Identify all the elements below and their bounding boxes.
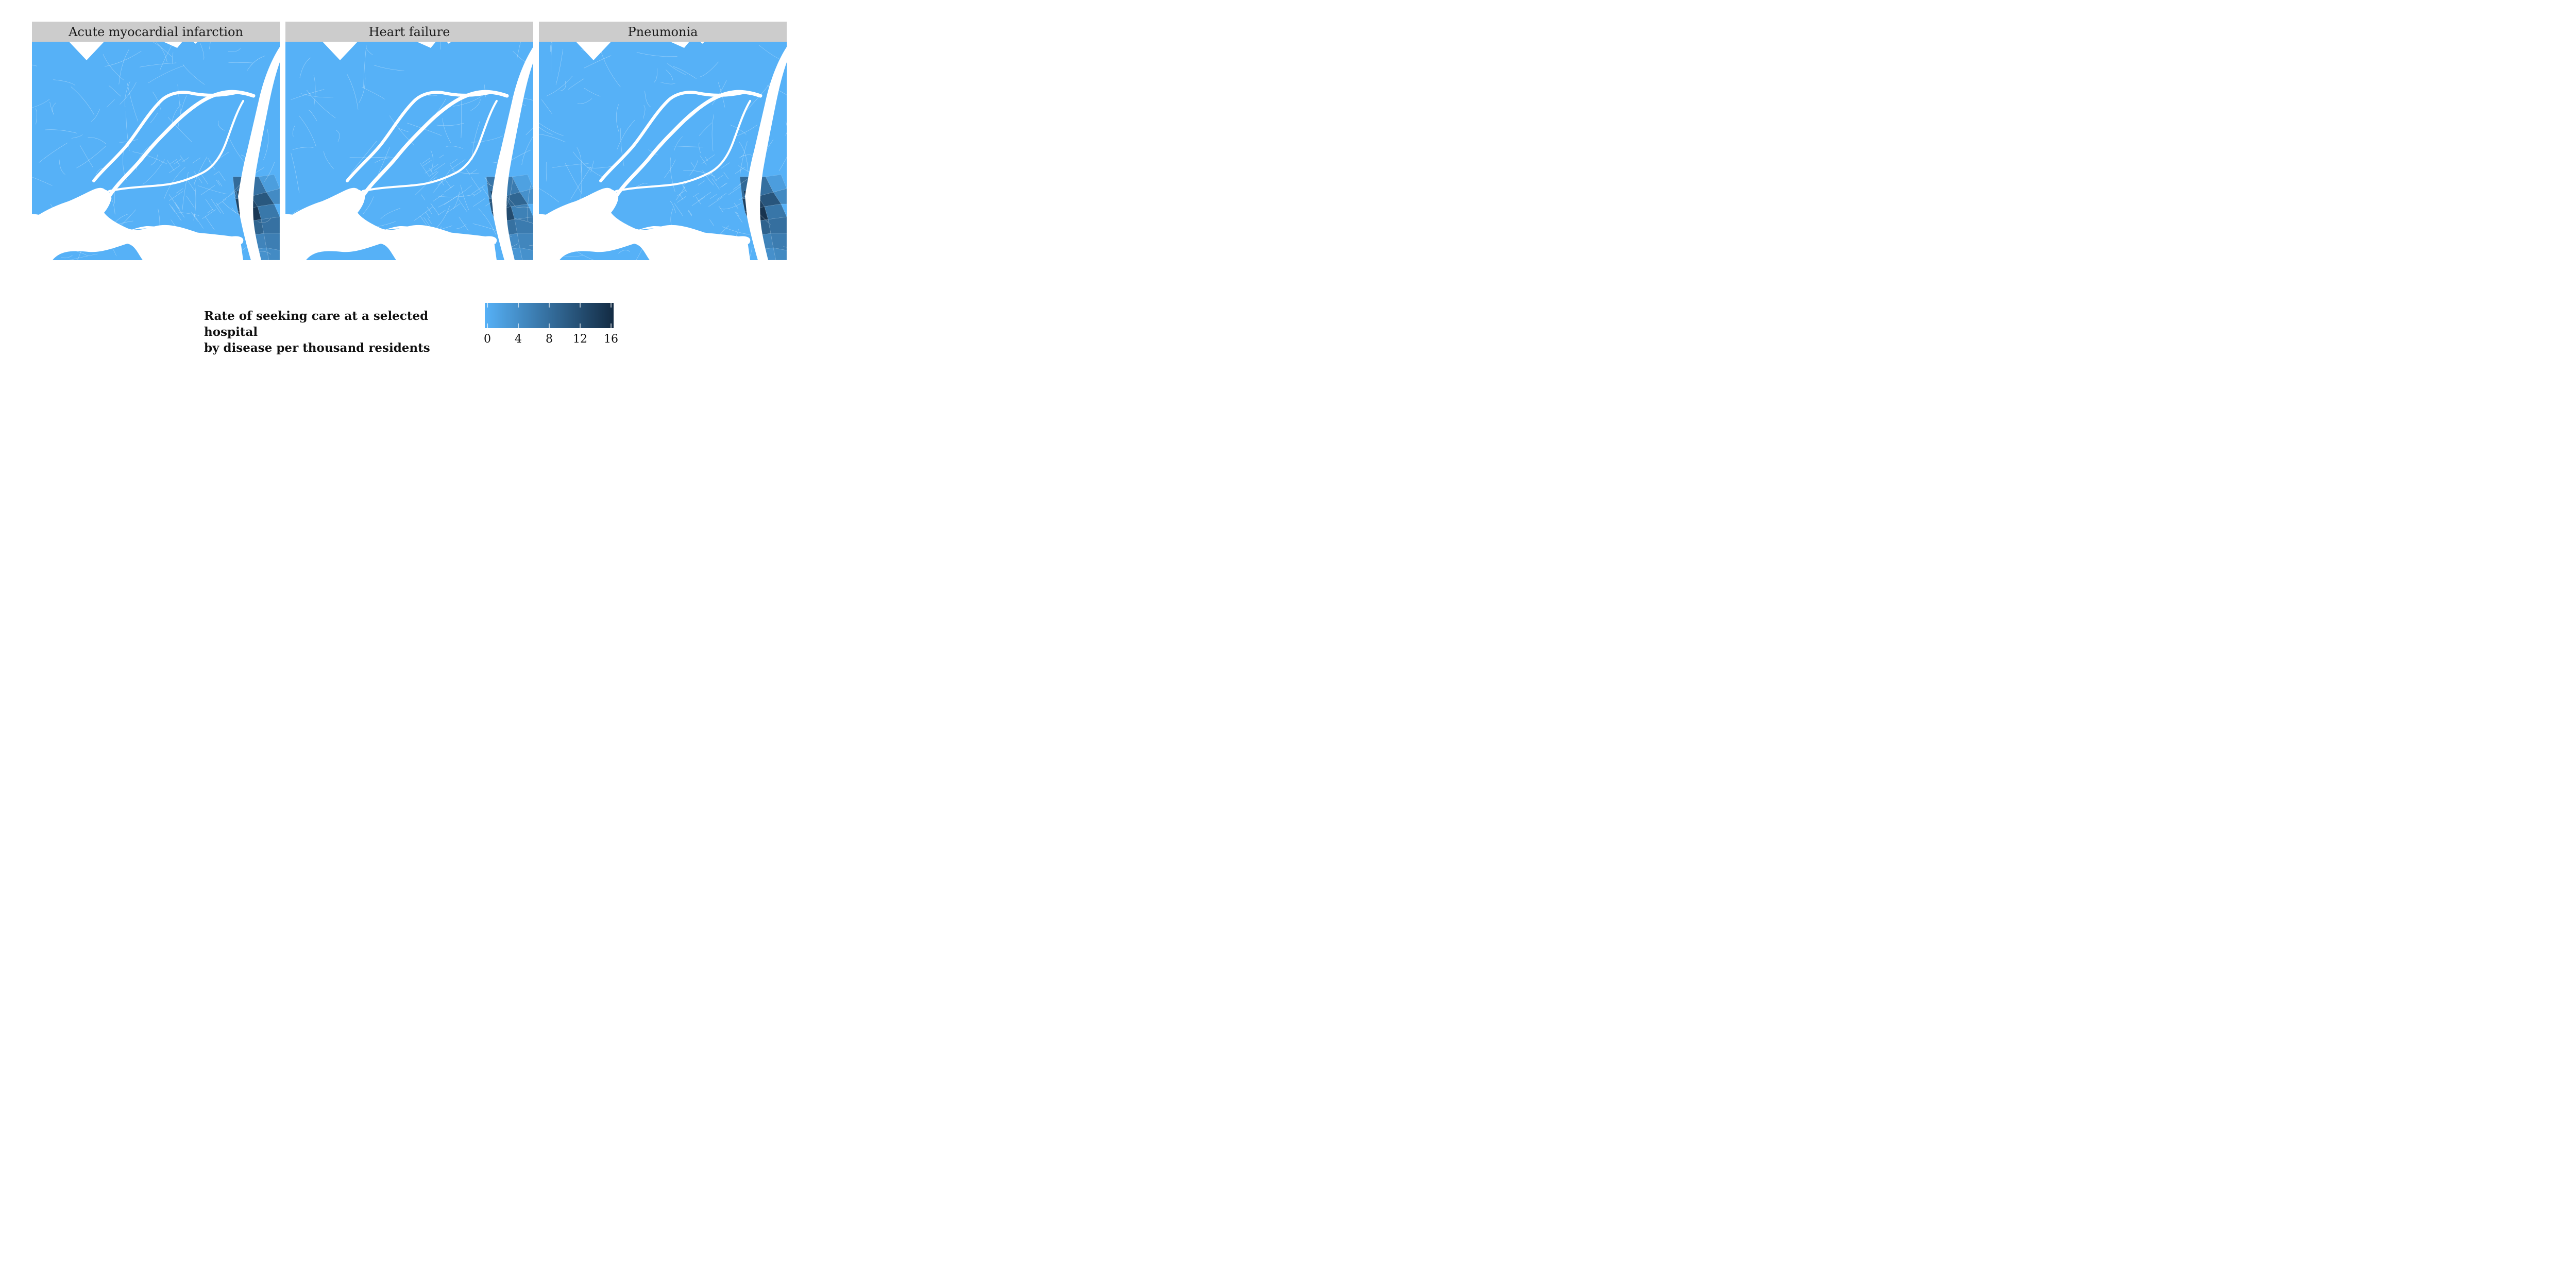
river-mille-iles [599,91,747,182]
water-body [193,42,198,44]
river-des-prairies [614,90,762,198]
legend-tick-label: 8 [546,333,553,346]
water-body [700,42,705,44]
tract-polygon [514,216,533,234]
facet-title-3: Pneumonia [628,24,698,39]
tract-polygon [768,216,787,234]
choropleth-map-1 [32,42,280,260]
legend-tick-label: 0 [484,333,491,346]
river-channel [615,100,751,192]
lake-deux-montagnes [539,187,614,236]
legend-title: Rate of seeking care at a selected hospi… [204,308,482,356]
map-panel-1 [32,42,280,260]
facet-strip-2: Heart failure [285,22,533,42]
figure: Acute myocardial infarction Heart failur… [0,0,808,377]
water-body [417,42,436,48]
lake-deux-montagnes [285,187,360,236]
choropleth-map-2 [285,42,533,260]
facet-title-1: Acute myocardial infarction [69,24,243,39]
river-channel [362,100,498,192]
tract-polygon [257,203,280,220]
legend-tick-label: 4 [515,333,522,346]
water-body [670,42,689,48]
legend-tick-label: 16 [604,333,618,346]
legend-colorbar [485,303,614,328]
legend-title-line2: by disease per thousand residents [204,341,430,355]
river-channel [108,100,244,192]
tract-boundaries [32,42,275,260]
tract-polygon [770,233,787,251]
facet-strip-1: Acute myocardial infarction [32,22,280,42]
tract-polygon [773,247,787,260]
river-shore [539,214,751,244]
tract-polygon [519,247,533,260]
river-east [745,47,787,260]
river-des-prairies [361,90,509,198]
river-east [238,47,280,260]
tract-polygon [511,203,533,220]
tract-polygon [517,233,533,251]
water-body [576,42,611,60]
legend-title-line1: Rate of seeking care at a selected hospi… [204,309,429,339]
facet-strip-3: Pneumonia [539,22,787,42]
map-panel-2 [285,42,533,260]
map-panel-3 [539,42,787,260]
water-body [447,42,451,44]
tract-polygon [266,247,280,260]
river-shore [285,214,497,244]
river-mille-iles [92,91,240,182]
tract-polygon [263,233,280,251]
lake-deux-montagnes [32,187,107,236]
tract-polygon [764,203,787,220]
water-body [69,42,104,60]
legend-tick-label: 12 [573,333,587,346]
water-body [163,42,182,48]
river-des-prairies [107,90,256,198]
facet-title-2: Heart failure [368,24,450,39]
river-shore [32,214,244,244]
tract-boundaries [539,42,787,260]
river-mille-iles [346,91,493,182]
tract-polygon [261,216,280,234]
river-east [492,47,533,260]
choropleth-map-3 [539,42,787,260]
water-body [323,42,358,60]
